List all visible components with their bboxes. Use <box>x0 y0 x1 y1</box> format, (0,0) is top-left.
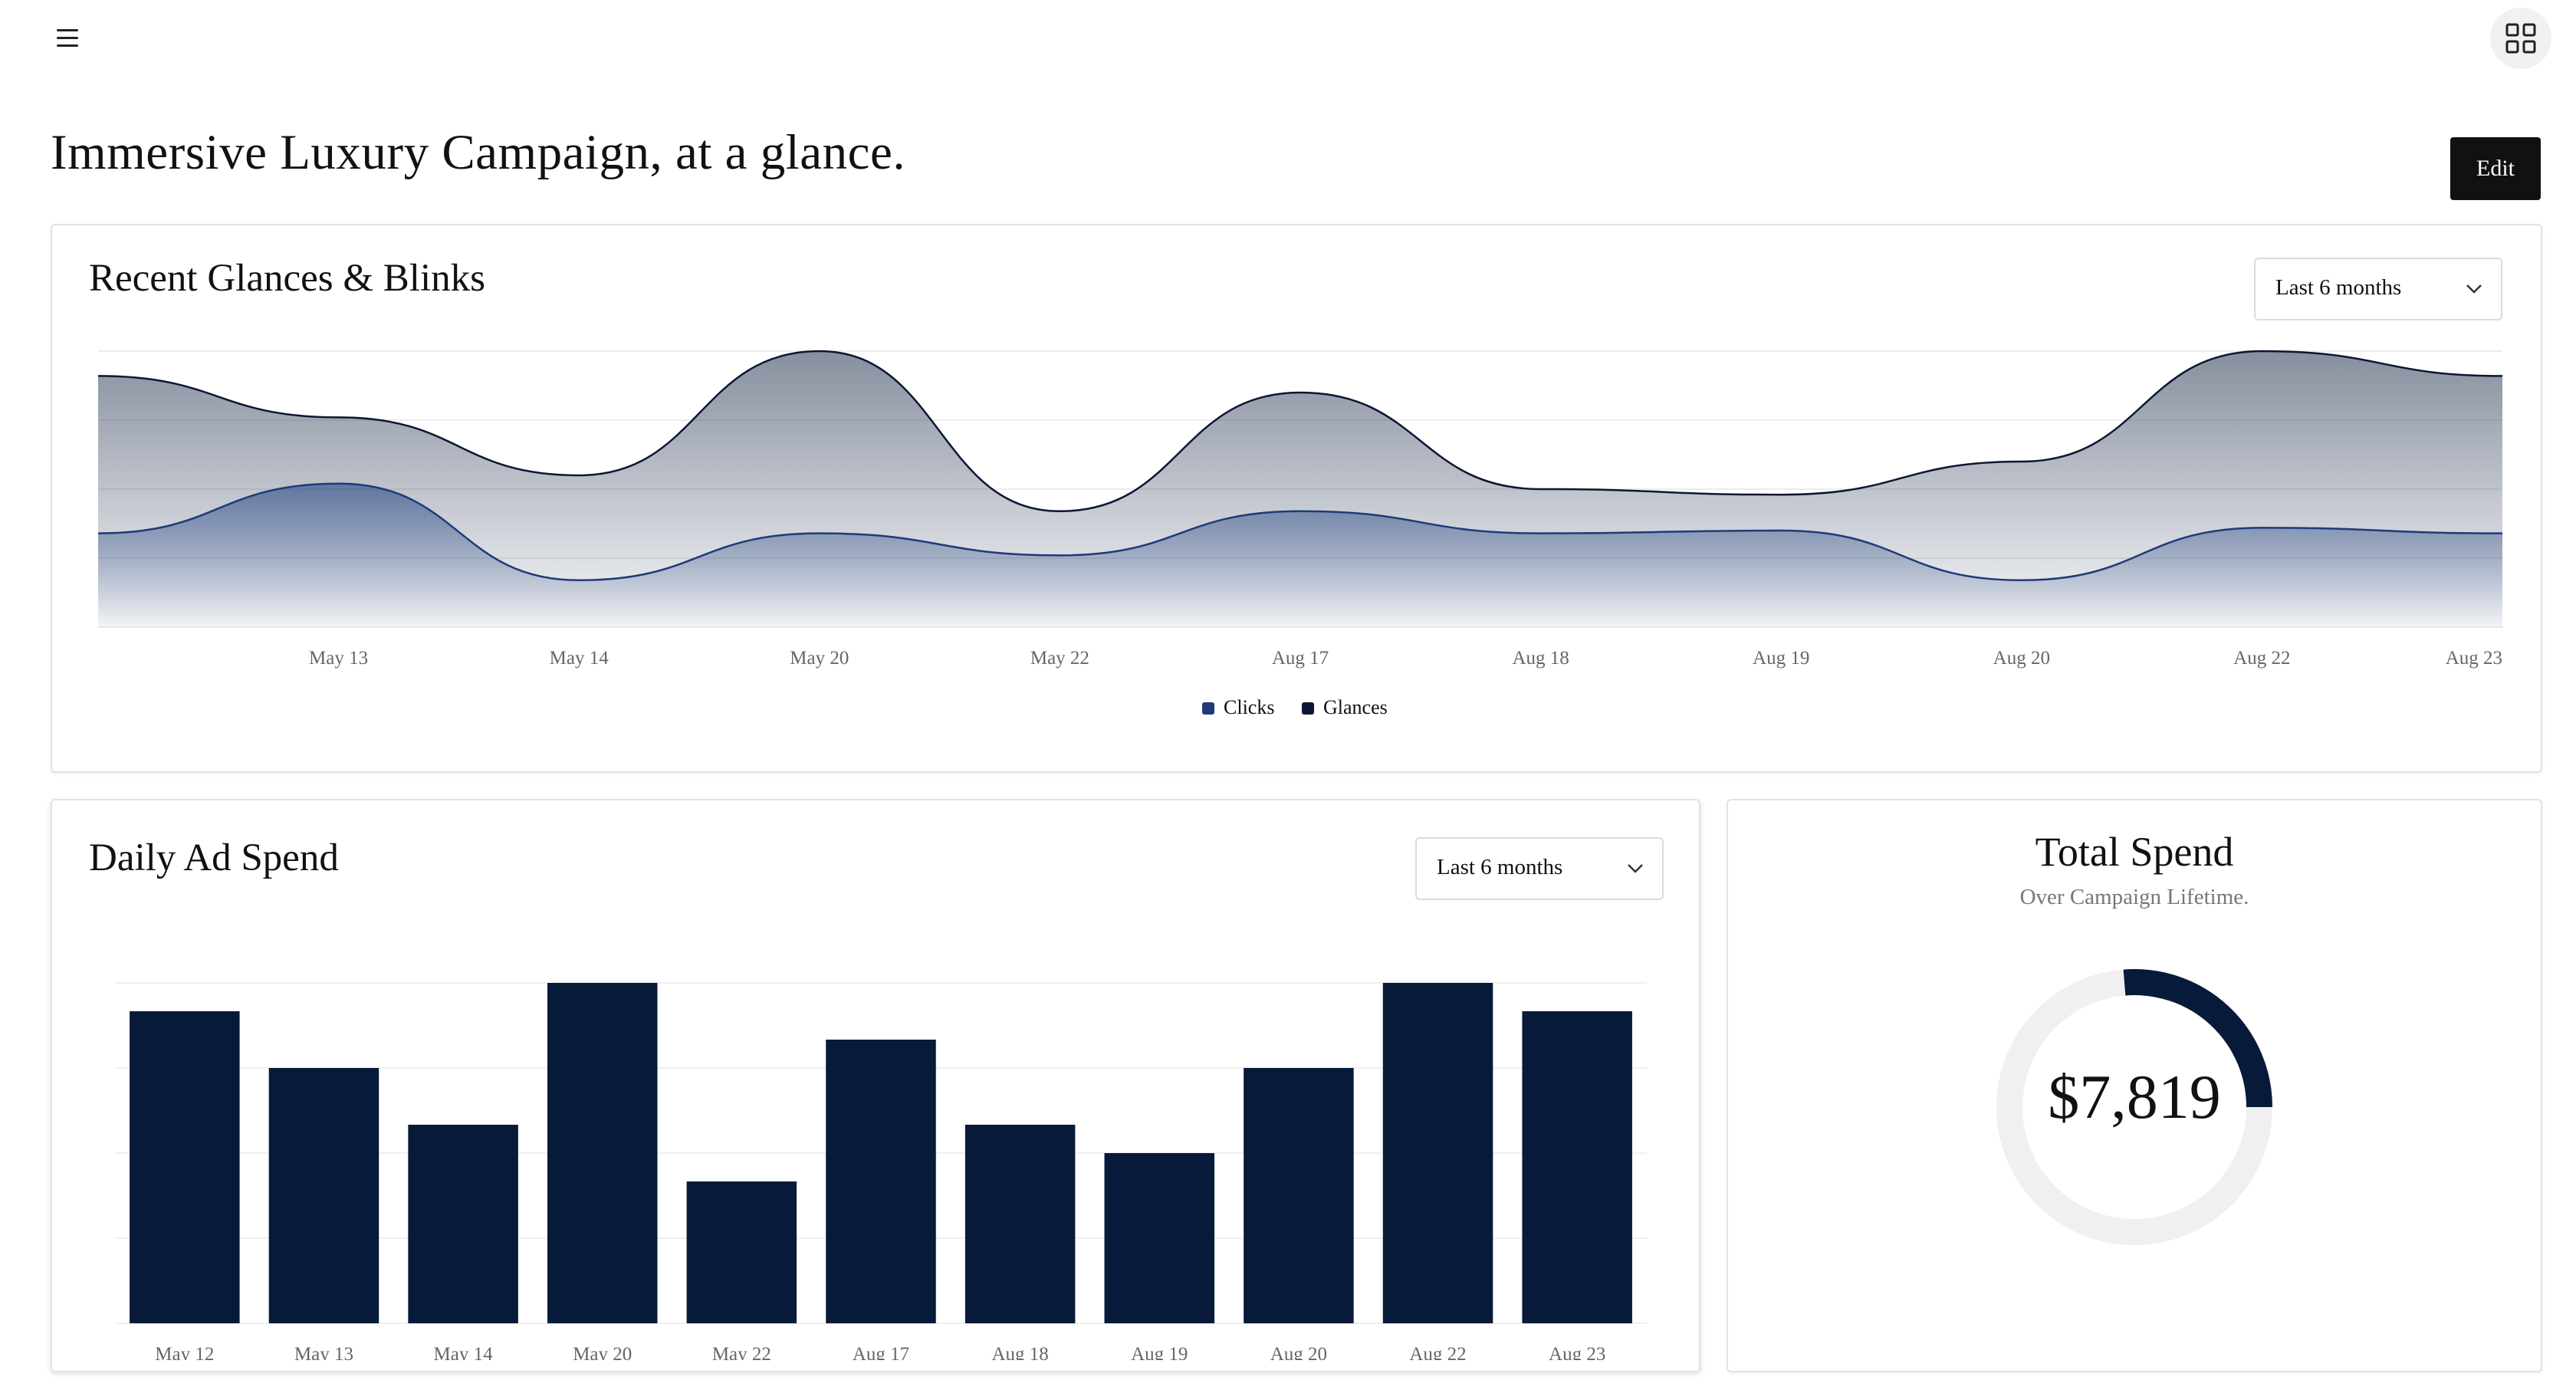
bar[interactable] <box>547 983 658 1323</box>
x-tick-label: Aug 20 <box>1993 648 2050 669</box>
legend-glances[interactable]: Glances <box>1302 696 1388 719</box>
total-spend-value: $7,819 <box>2048 1062 2221 1132</box>
total-spend-progress-ring <box>1996 969 2272 1245</box>
series-line-clicks <box>97 482 2503 582</box>
bar[interactable] <box>1244 1068 1354 1323</box>
total-spend-subtitle: Over Campaign Lifetime. <box>2019 885 2249 909</box>
legend-glances-swatch <box>1302 702 1314 715</box>
chevron-down-icon <box>2466 284 2482 294</box>
x-tick-label: May 14 <box>550 648 610 669</box>
x-tick-label: Aug 18 <box>991 1344 1048 1360</box>
menu-button[interactable] <box>49 26 86 52</box>
x-tick-label: Aug 18 <box>1512 648 1569 669</box>
glances-card-title: Recent Glances & Blinks <box>89 257 485 300</box>
x-tick-label: May 20 <box>573 1344 632 1360</box>
total-spend-title: Total Spend <box>2035 829 2234 875</box>
series-line-glances <box>97 350 2503 513</box>
daily-ad-spend-bar-chart: May 12 May 13 May 14 May 20 May 22 Aug 17 Aug … <box>115 982 1647 1360</box>
x-tick-label: Aug 22 <box>1409 1344 1466 1360</box>
apps-button[interactable] <box>2490 8 2551 69</box>
series-area-clicks <box>98 483 2502 627</box>
legend-clicks-swatch <box>1202 702 1214 715</box>
chevron-down-icon <box>1628 864 1643 873</box>
glances-blinks-card: Recent Glances & Blinks Last 6 months Ma… <box>51 224 2542 773</box>
daily-ad-spend-card: Daily Ad Spend Last 6 months May 12 May 1… <box>51 799 1700 1372</box>
x-tick-label: May 13 <box>294 1344 353 1360</box>
bar[interactable] <box>686 1181 797 1323</box>
bar[interactable] <box>1104 1153 1215 1323</box>
legend-clicks[interactable]: Clicks <box>1202 696 1274 719</box>
spend-card-title: Daily Ad Spend <box>89 836 339 879</box>
glances-range-select[interactable]: Last 6 months <box>2254 258 2502 320</box>
total-spend-card: Total Spend Over Campaign Lifetime. $7,8… <box>1727 799 2542 1372</box>
x-tick-label: May 22 <box>1030 648 1089 669</box>
x-tick-label: Aug 17 <box>853 1344 909 1360</box>
legend-glances-label: Glances <box>1323 696 1388 718</box>
x-tick-label: May 13 <box>309 648 368 669</box>
progress-ring-fill <box>2123 969 2272 1108</box>
grid-apps-icon <box>2505 23 2536 54</box>
x-tick-label: Aug 22 <box>2233 648 2290 669</box>
page-title: Immersive Luxury Campaign, at a glance. <box>51 125 906 180</box>
glances-area-chart: May 13 May 14 May 20 May 22 Aug 17 Aug 18 Aug … <box>97 350 2503 669</box>
x-tick-label: Aug 17 <box>1272 648 1329 669</box>
x-tick-label: May 20 <box>790 648 849 669</box>
bar[interactable] <box>408 1125 518 1323</box>
spend-range-select[interactable]: Last 6 months <box>1415 837 1664 900</box>
x-tick-label: Aug 19 <box>1131 1344 1188 1360</box>
x-tick-label: May 22 <box>712 1344 771 1360</box>
bar[interactable] <box>1522 1011 1632 1323</box>
x-tick-label: Aug 19 <box>1753 648 1809 669</box>
bar[interactable] <box>1382 983 1493 1323</box>
bar[interactable] <box>268 1068 380 1323</box>
x-tick-label: May 14 <box>434 1344 494 1360</box>
bar[interactable] <box>964 1125 1076 1323</box>
spend-range-select-value: Last 6 months <box>1437 855 1563 879</box>
x-tick-label: Aug 23 <box>1549 1344 1605 1360</box>
bar[interactable] <box>826 1040 936 1323</box>
x-tick-label: Aug 23 <box>2446 648 2502 669</box>
x-tick-label: Aug 20 <box>1270 1344 1327 1360</box>
legend-clicks-label: Clicks <box>1224 696 1275 718</box>
bar[interactable] <box>130 1011 240 1323</box>
x-tick-label: May 12 <box>155 1344 214 1360</box>
glances-range-select-value: Last 6 months <box>2275 275 2402 300</box>
edit-button[interactable]: Edit <box>2450 137 2541 200</box>
